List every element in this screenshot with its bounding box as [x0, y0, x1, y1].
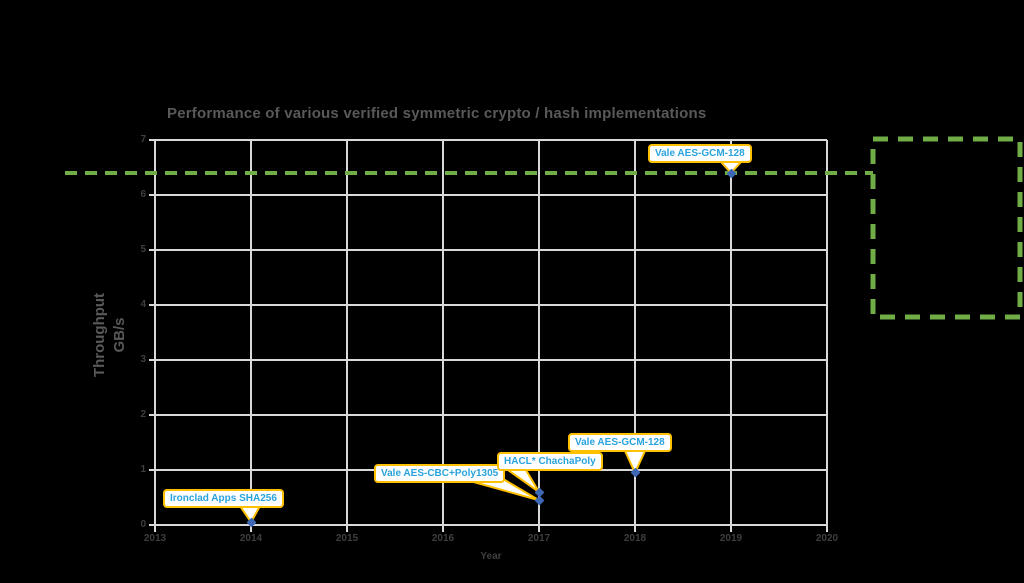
- x-tick-label: 2015: [335, 533, 359, 544]
- x-axis-tick: [250, 527, 252, 532]
- data-point: [726, 168, 736, 178]
- gridline-vertical: [442, 140, 444, 527]
- data-point: [534, 487, 544, 497]
- x-tick-label: 2019: [719, 533, 743, 544]
- gridline-vertical: [250, 140, 252, 527]
- x-tick-label: 2013: [143, 533, 167, 544]
- callout-label: Vale AES-GCM-128: [568, 433, 672, 452]
- gridline-vertical: [826, 140, 828, 527]
- y-axis-title: Throughput GB/s: [90, 255, 134, 415]
- y-axis-title-line1: Throughput: [91, 292, 108, 378]
- gridline-vertical: [154, 140, 156, 527]
- gridline-vertical: [634, 140, 636, 527]
- y-axis-tick: [149, 414, 155, 416]
- y-tick-label: 2: [140, 409, 146, 420]
- y-tick-label: 0: [140, 519, 146, 530]
- callout-label: Vale AES-CBC+Poly1305: [374, 464, 506, 483]
- gridline-vertical: [346, 140, 348, 527]
- x-axis-title: Year: [480, 551, 502, 562]
- gridline-horizontal: [155, 524, 827, 526]
- y-axis-tick: [149, 249, 155, 251]
- chart-title: Performance of various verified symmetri…: [167, 105, 707, 122]
- x-tick-label: 2020: [815, 533, 839, 544]
- x-tick-label: 2017: [527, 533, 551, 544]
- x-axis-tick: [634, 527, 636, 532]
- x-axis-tick: [730, 527, 732, 532]
- y-axis-tick: [149, 304, 155, 306]
- y-tick-label: 5: [140, 244, 146, 255]
- gridline-horizontal: [155, 414, 827, 416]
- gridline-horizontal: [155, 194, 827, 196]
- gridline-vertical: [538, 140, 540, 527]
- x-axis-tick: [826, 527, 828, 532]
- y-axis-tick: [149, 194, 155, 196]
- gridline-horizontal: [155, 249, 827, 251]
- x-axis-tick: [442, 527, 444, 532]
- y-axis-tick: [149, 139, 155, 141]
- callout-tail: [504, 469, 540, 493]
- x-axis-tick: [538, 527, 540, 532]
- gridline-horizontal: [155, 304, 827, 306]
- callout-label: Vale AES-GCM-128: [648, 144, 752, 163]
- x-tick-label: 2016: [431, 533, 455, 544]
- y-axis-tick: [149, 359, 155, 361]
- y-axis-tick: [149, 524, 155, 526]
- x-tick-label: 2018: [623, 533, 647, 544]
- y-tick-label: 4: [140, 299, 146, 310]
- y-tick-label: 7: [140, 134, 146, 145]
- y-tick-label: 3: [140, 354, 146, 365]
- callout-label: HACL* ChachaPoly: [497, 452, 603, 471]
- y-tick-label: 6: [140, 189, 146, 200]
- x-axis-tick: [346, 527, 348, 532]
- callout-label: Ironclad Apps SHA256: [163, 489, 284, 508]
- gridline-horizontal: [155, 359, 827, 361]
- x-axis-tick: [154, 527, 156, 532]
- highlight-box: [870, 136, 1023, 320]
- x-tick-label: 2014: [239, 533, 263, 544]
- y-tick-label: 1: [140, 464, 146, 475]
- gridline-vertical: [730, 140, 732, 527]
- gridline-horizontal: [155, 139, 827, 141]
- y-axis-title-line2: GB/s: [110, 317, 128, 353]
- y-axis-tick: [149, 469, 155, 471]
